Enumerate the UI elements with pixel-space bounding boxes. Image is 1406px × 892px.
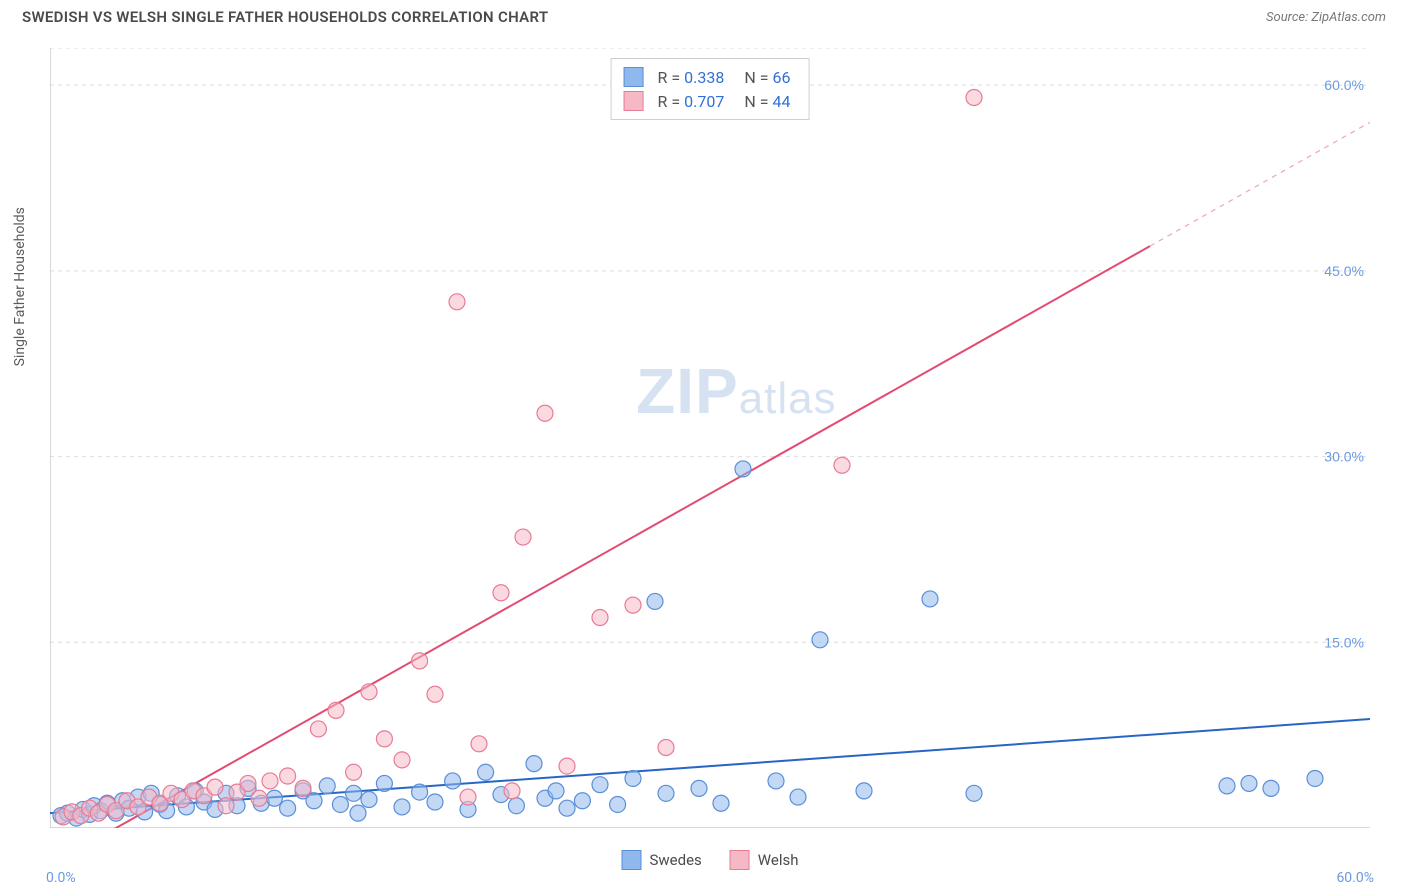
n-label: N = xyxy=(744,68,768,87)
chart-area: Single Father Households R = 0.338 N = 6… xyxy=(50,48,1370,828)
legend-item-welsh: Welsh xyxy=(730,850,799,870)
n-value-swedes: 66 xyxy=(772,68,790,87)
source-attribution: Source: ZipAtlas.com xyxy=(1266,10,1386,25)
swatch-swedes xyxy=(624,67,644,87)
plot-svg: 15.0% 30.0% 45.0% 60.0% xyxy=(50,48,1370,828)
legend-label-welsh: Welsh xyxy=(758,851,799,869)
corr-row-welsh: R = 0.707 N = 44 xyxy=(624,89,797,113)
svg-text:30.0%: 30.0% xyxy=(1324,449,1364,465)
r-value-welsh: 0.707 xyxy=(684,92,724,111)
legend-item-swedes: Swedes xyxy=(622,850,702,870)
n-value-welsh: 44 xyxy=(772,92,790,111)
x-tick-end: 60.0% xyxy=(1336,870,1374,886)
legend-label-swedes: Swedes xyxy=(650,851,702,869)
chart-container: SWEDISH VS WELSH SINGLE FATHER HOUSEHOLD… xyxy=(0,0,1406,892)
swatch-welsh xyxy=(730,850,750,870)
svg-text:60.0%: 60.0% xyxy=(1324,77,1364,93)
chart-title: SWEDISH VS WELSH SINGLE FATHER HOUSEHOLD… xyxy=(22,8,548,26)
x-tick-start: 0.0% xyxy=(46,870,76,886)
svg-text:45.0%: 45.0% xyxy=(1324,263,1364,279)
series-legend: Swedes Welsh xyxy=(622,850,799,870)
r-label: R = xyxy=(658,68,681,87)
swatch-welsh xyxy=(624,91,644,111)
corr-row-swedes: R = 0.338 N = 66 xyxy=(624,65,797,89)
header: SWEDISH VS WELSH SINGLE FATHER HOUSEHOLD… xyxy=(0,0,1406,30)
swatch-swedes xyxy=(622,850,642,870)
n-label: N = xyxy=(744,92,768,111)
y-axis-label: Single Father Households xyxy=(12,207,28,366)
r-value-swedes: 0.338 xyxy=(684,68,724,87)
r-label: R = xyxy=(658,92,681,111)
svg-text:15.0%: 15.0% xyxy=(1324,634,1364,650)
correlation-legend: R = 0.338 N = 66 R = 0.707 N = 44 xyxy=(611,58,810,120)
